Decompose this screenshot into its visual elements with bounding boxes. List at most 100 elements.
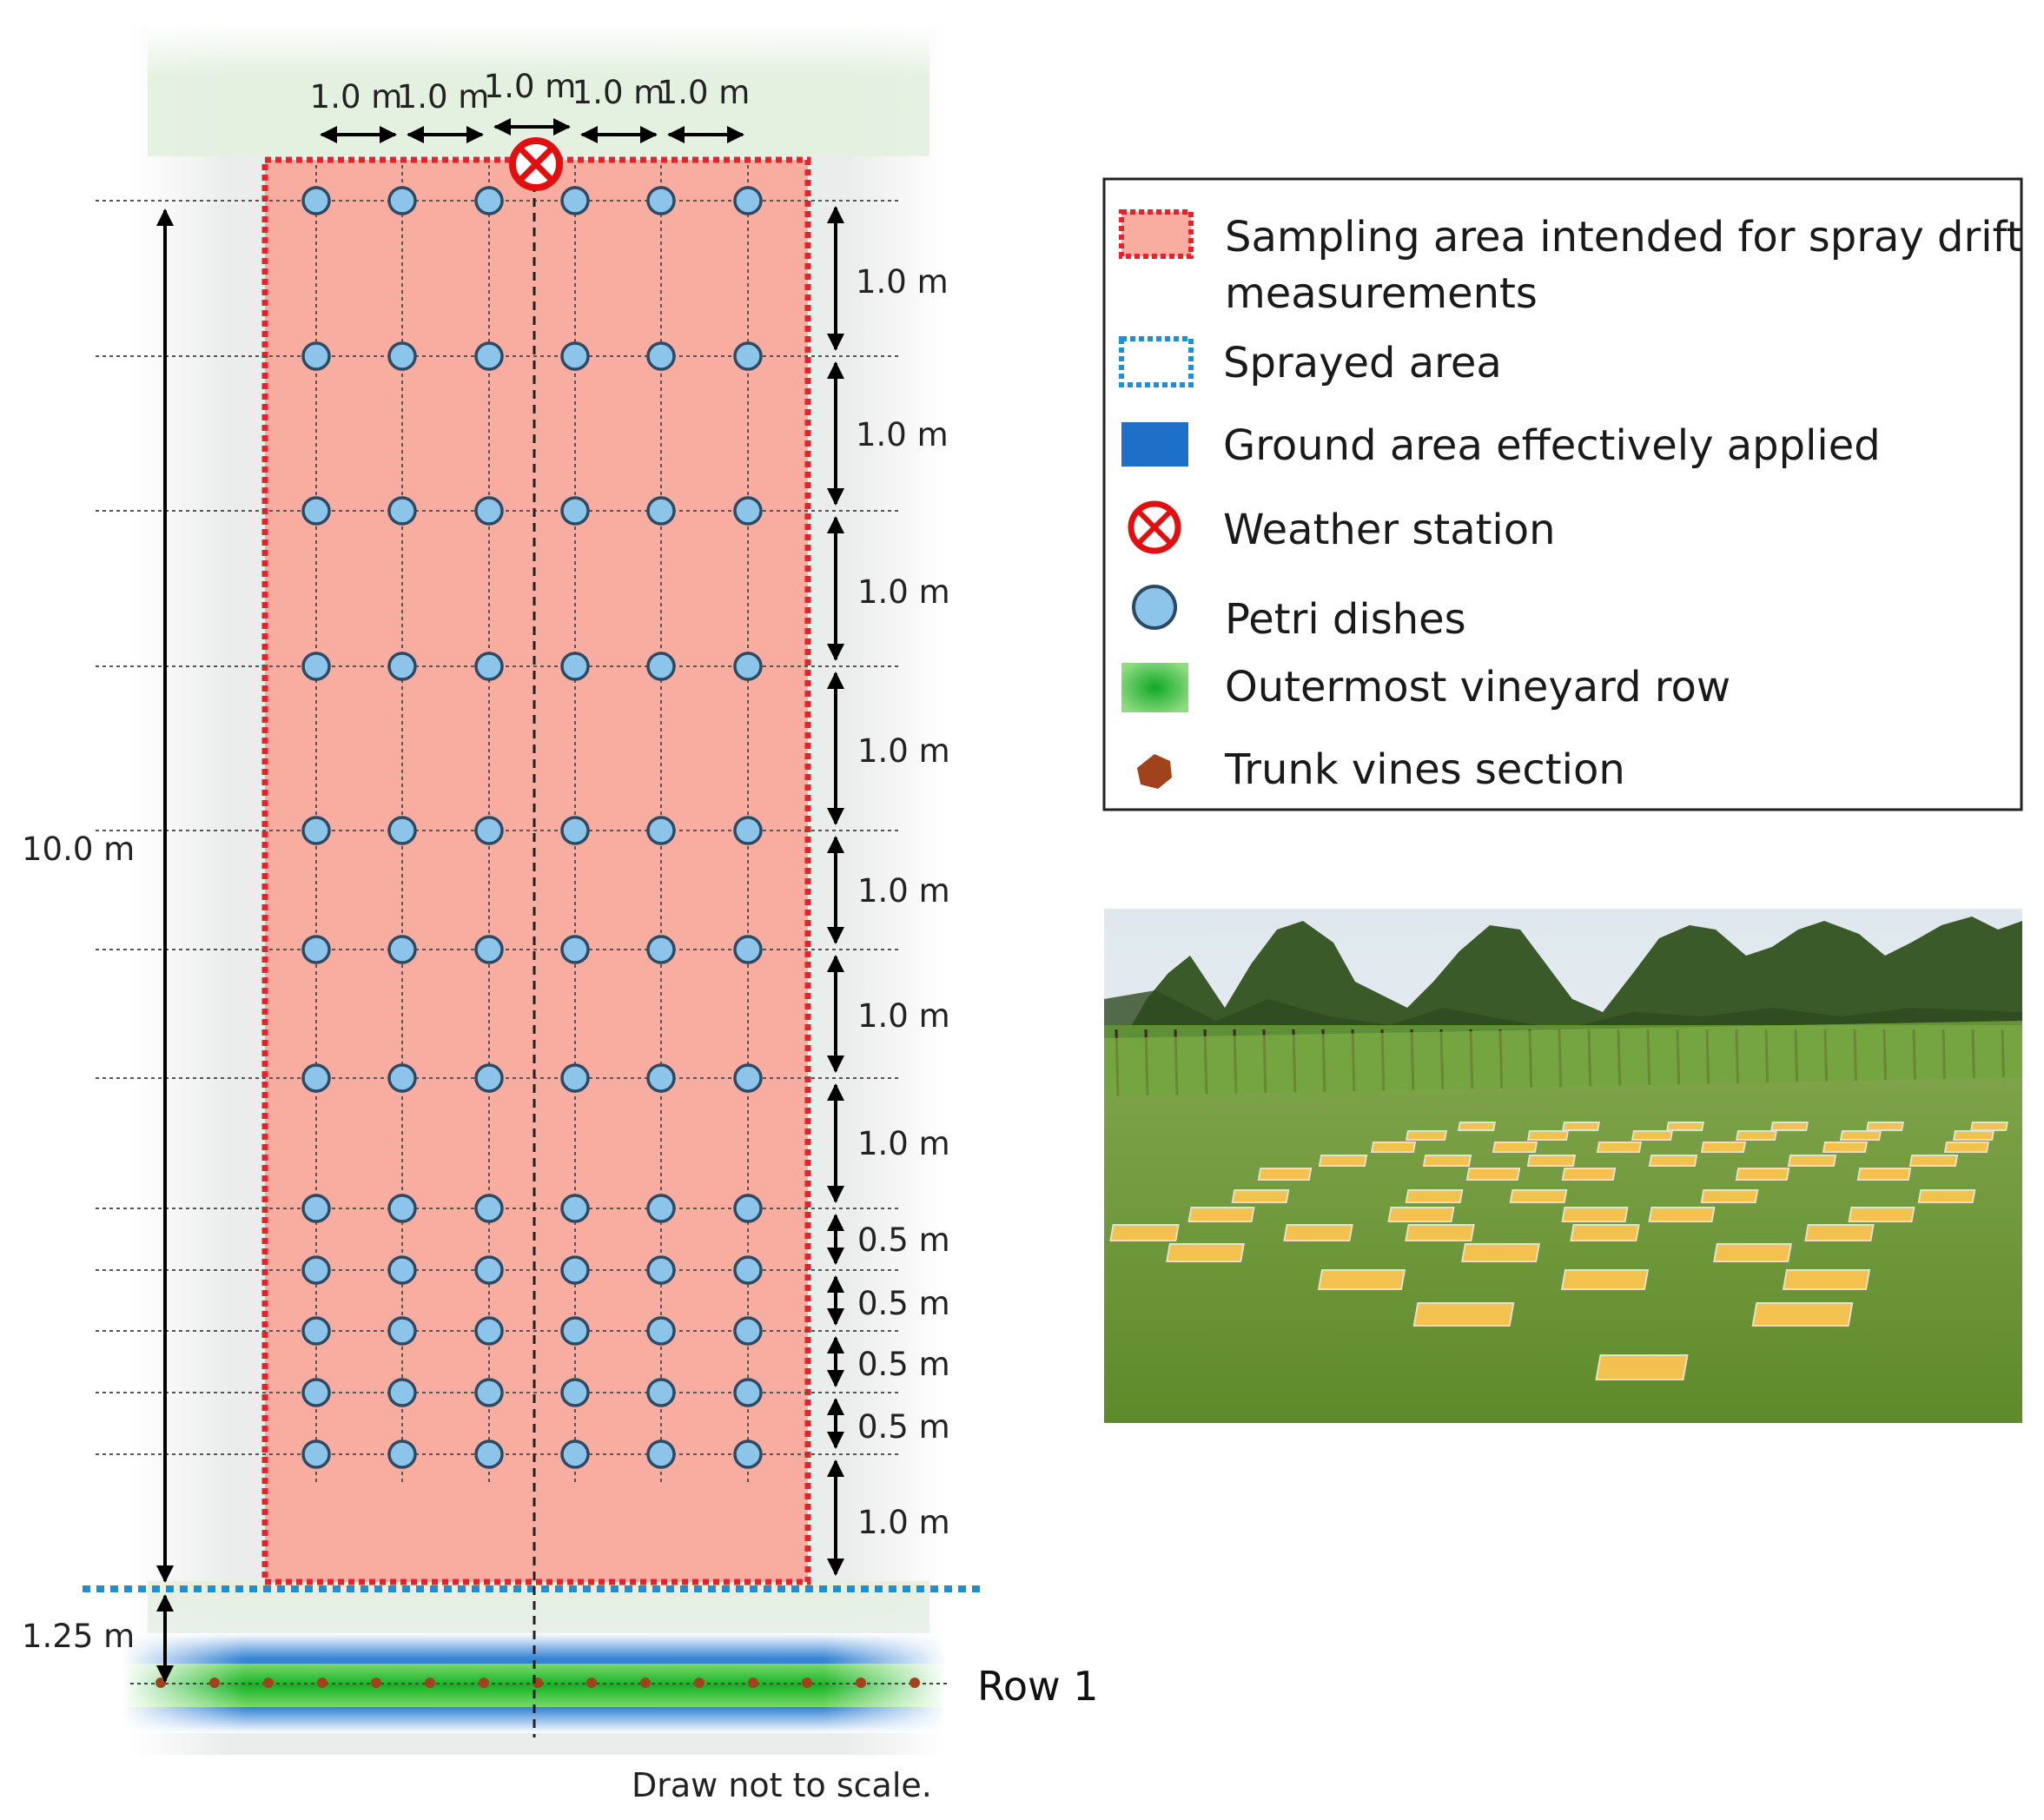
row-offset-label: 1.25 m — [22, 1618, 135, 1655]
right-spacing-label: 1.0 m — [856, 416, 949, 453]
petri-card — [1596, 1142, 1643, 1153]
right-spacing-label: 1.0 m — [856, 263, 949, 301]
petri-card — [1166, 1243, 1245, 1262]
petri-dish — [646, 1439, 676, 1469]
petri-card — [1787, 1155, 1837, 1167]
petri-card — [1109, 1224, 1180, 1241]
petri-card — [1231, 1189, 1290, 1203]
petri-dish — [733, 186, 763, 215]
trunk-vine — [910, 1678, 920, 1688]
petri-card — [1526, 1130, 1570, 1141]
petri-dish — [301, 186, 331, 215]
right-spacing-label: 0.5 m — [857, 1408, 950, 1446]
grid-horizontal-lines — [96, 200, 899, 1455]
petri-card — [1318, 1155, 1368, 1167]
legend-label: Trunk vines section — [1224, 745, 1625, 794]
petri-dish — [387, 1316, 417, 1346]
petri-dish-grid — [301, 186, 763, 1469]
row-label: Row 1 — [977, 1663, 1099, 1710]
petri-card — [1856, 1168, 1912, 1181]
petri-dish — [560, 1378, 590, 1407]
petri-card — [1735, 1168, 1790, 1181]
petri-card — [1370, 1142, 1417, 1153]
petri-dish — [474, 1063, 504, 1093]
petri-card — [1700, 1142, 1747, 1153]
petri-dish — [733, 1439, 763, 1469]
petri-card — [1317, 1269, 1406, 1290]
petri-dish — [733, 935, 763, 964]
trunk-vine — [425, 1678, 435, 1688]
petri-card — [1713, 1243, 1792, 1262]
petri-dish — [733, 496, 763, 526]
petri-card — [1283, 1224, 1353, 1241]
petri-card — [1866, 1122, 1904, 1131]
trunk-vine — [317, 1678, 327, 1688]
petri-dish — [733, 816, 763, 845]
petri-card — [1461, 1243, 1540, 1262]
right-spacing-label: 0.5 m — [857, 1285, 950, 1322]
petri-dish — [474, 341, 504, 371]
petri-card — [1422, 1155, 1472, 1167]
petri-dish — [301, 1255, 331, 1285]
top-spacing-label: 1.0 m — [397, 78, 490, 116]
petri-dish — [560, 1255, 590, 1285]
petri-card — [1770, 1122, 1809, 1131]
petri-dish — [474, 1378, 504, 1407]
trunk-vine — [694, 1678, 704, 1688]
petri-dish — [301, 496, 331, 526]
petri-card — [1782, 1269, 1871, 1290]
trunk-vines — [155, 1678, 920, 1688]
petri-dish — [646, 1063, 676, 1093]
petri-card — [1700, 1189, 1759, 1203]
weather-station-marker — [509, 137, 563, 191]
top-dimension-arrows — [320, 118, 744, 143]
petri-dish — [733, 341, 763, 371]
petri-dish — [560, 1316, 590, 1346]
petri-card — [1970, 1122, 2008, 1131]
petri-dish — [646, 1378, 676, 1407]
petri-card — [1492, 1142, 1538, 1153]
petri-dish — [560, 1439, 590, 1469]
petri-dish — [387, 1439, 417, 1469]
petri-dish — [301, 1439, 331, 1469]
petri-dish — [733, 652, 763, 681]
petri-dish — [646, 816, 676, 845]
petri-card — [1952, 1130, 1995, 1141]
petri-card — [1648, 1207, 1716, 1222]
sampling-area — [261, 156, 811, 1585]
petri-dish — [387, 816, 417, 845]
petri-dish — [474, 935, 504, 964]
petri-dish — [646, 935, 676, 964]
scale-note: Draw not to scale. — [632, 1766, 932, 1804]
petri-card — [1917, 1189, 1976, 1203]
petri-card — [1458, 1122, 1496, 1131]
petri-dish — [387, 935, 417, 964]
petri-card — [1561, 1168, 1617, 1181]
petri-card — [1751, 1302, 1854, 1327]
petri-dish — [560, 816, 590, 845]
petri-dish — [301, 341, 331, 371]
right-spacing-label: 1.0 m — [857, 573, 950, 611]
petri-dish — [387, 1063, 417, 1093]
petri-card — [1735, 1130, 1778, 1141]
petri-dish-icon — [1132, 585, 1177, 630]
petri-dish — [560, 1194, 590, 1223]
legend-label: Ground area effectively applied — [1223, 421, 1881, 470]
right-spacing-label: 1.0 m — [857, 732, 950, 770]
legend-label: measurements — [1225, 269, 1538, 318]
total-distance-label: 10.0 m — [22, 831, 135, 868]
vineyard-row-icon — [1121, 663, 1188, 712]
top-spacing-label: 1.0 m — [658, 74, 751, 111]
right-spacing-label: 1.0 m — [857, 1504, 950, 1541]
legend-label: Weather station — [1223, 506, 1556, 554]
petri-dish — [560, 1063, 590, 1093]
petri-dish — [474, 816, 504, 845]
petri-card — [1465, 1168, 1521, 1181]
petri-card — [1412, 1302, 1515, 1327]
petri-dish — [560, 186, 590, 215]
petri-card — [1908, 1155, 1959, 1167]
right-spacing-label: 0.5 m — [857, 1221, 950, 1259]
legend-label: Outermost vineyard row — [1225, 663, 1730, 711]
petri-dish — [560, 652, 590, 681]
vineyard-field-photo — [1104, 909, 2022, 1423]
